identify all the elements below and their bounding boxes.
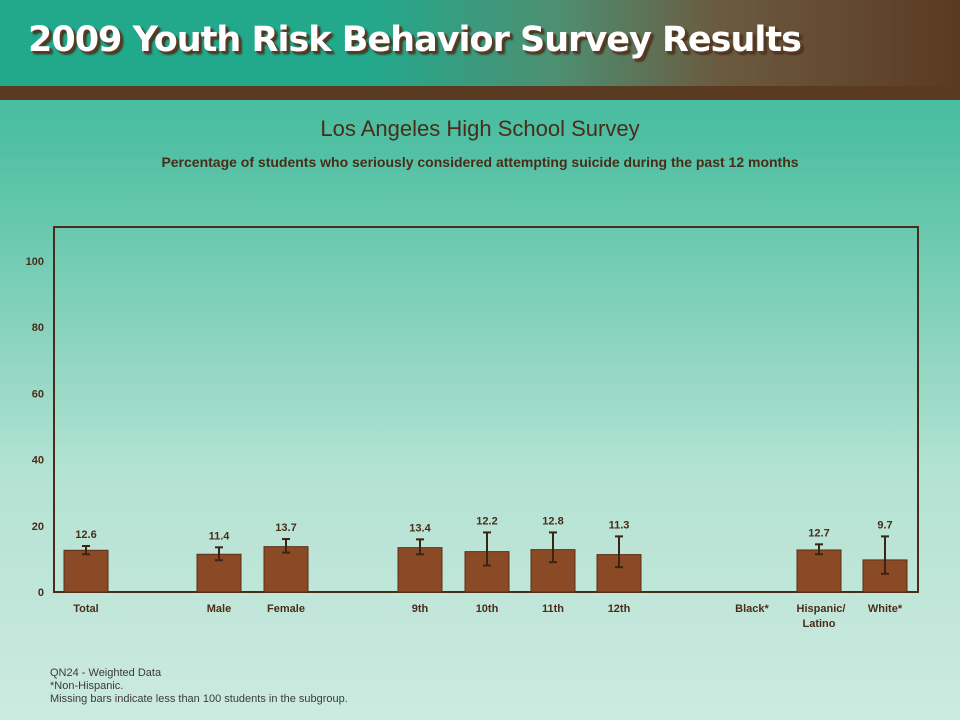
x-category-label: Hispanic/ bbox=[797, 603, 846, 615]
bar bbox=[796, 549, 842, 593]
bar bbox=[263, 546, 309, 593]
data-label: 13.4 bbox=[409, 522, 431, 534]
y-tick-label: 80 bbox=[32, 322, 44, 334]
y-tick-label: 100 bbox=[26, 256, 44, 268]
x-category-label: 12th bbox=[608, 603, 631, 615]
chart-title: Los Angeles High School Survey bbox=[320, 116, 640, 141]
x-category-label: Total bbox=[73, 603, 98, 615]
data-label: 12.8 bbox=[542, 515, 563, 527]
data-label: 12.6 bbox=[75, 529, 96, 541]
x-category-label: Female bbox=[267, 603, 305, 615]
footnote-weighted: QN24 - Weighted Data bbox=[50, 667, 162, 679]
x-category-label: 10th bbox=[476, 603, 499, 615]
chart-subtitle: Percentage of students who seriously con… bbox=[161, 154, 799, 170]
y-tick-label: 60 bbox=[32, 388, 44, 400]
x-category-label: 9th bbox=[412, 603, 429, 615]
page-title: 2009 Youth Risk Behavior Survey Results bbox=[28, 20, 802, 60]
x-category-label: 11th bbox=[542, 603, 564, 615]
y-tick-label: 20 bbox=[32, 521, 44, 533]
footnote-missing-bars: Missing bars indicate less than 100 stud… bbox=[50, 693, 348, 705]
x-category-label: Black* bbox=[735, 603, 769, 615]
header-divider bbox=[0, 86, 960, 100]
data-label: 9.7 bbox=[877, 519, 892, 531]
data-label: 11.3 bbox=[609, 519, 630, 531]
footnote-non-hispanic: *Non-Hispanic. bbox=[50, 680, 124, 692]
title-banner bbox=[0, 0, 960, 86]
x-category-label: White* bbox=[868, 603, 903, 615]
y-tick-label: 0 bbox=[38, 587, 44, 599]
data-label: 12.2 bbox=[476, 515, 497, 527]
data-label: 11.4 bbox=[209, 530, 231, 542]
data-label: 12.7 bbox=[808, 527, 829, 539]
bar bbox=[63, 549, 109, 593]
data-label: 13.7 bbox=[275, 522, 296, 534]
y-tick-label: 40 bbox=[32, 455, 44, 467]
x-category-label: Latino bbox=[803, 618, 836, 630]
x-category-label: Male bbox=[207, 603, 231, 615]
